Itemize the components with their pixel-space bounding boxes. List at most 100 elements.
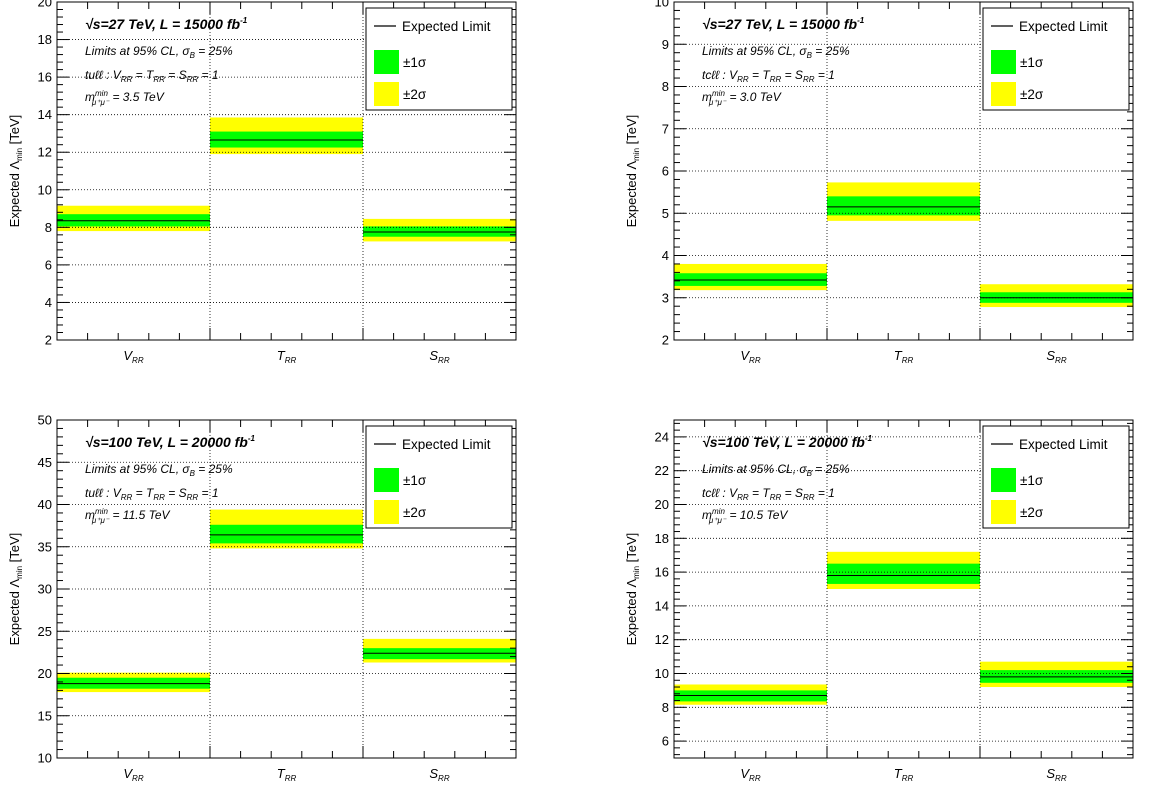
y-tick-label: 6 (662, 164, 669, 179)
legend-1sigma: ±1σ (403, 473, 427, 488)
info-cl: Limits at 95% CL, σB = 25% (85, 462, 233, 478)
y-tick-label: 5 (662, 206, 669, 221)
legend-2sigma: ±2σ (403, 505, 427, 520)
info-channel: tuℓℓ : VRR = TRR = SRR = 1 (85, 486, 219, 502)
y-tick-label: 4 (45, 295, 52, 310)
y-tick-label: 7 (662, 121, 669, 136)
chart-title: √s=100 TeV, L = 20000 fb-1 (85, 434, 256, 450)
band-1sigma-1 (827, 196, 980, 216)
info-cl: Limits at 95% CL, σB = 25% (85, 44, 233, 60)
y-axis-label: Expected Λmin [TeV] (7, 533, 24, 646)
legend-2sigma: ±2σ (1020, 87, 1044, 102)
y-tick-label: 6 (45, 257, 52, 272)
legend: Expected Limit ±1σ ±2σ (982, 425, 1130, 529)
y-tick-label: 45 (38, 455, 52, 470)
y-tick-label: 8 (662, 700, 669, 715)
legend-2sigma-swatch (374, 82, 399, 106)
y-tick-label: 18 (655, 531, 669, 546)
category-label: VRR (123, 766, 143, 783)
legend-1sigma-swatch (374, 468, 399, 492)
legend: Expected Limit ±1σ ±2σ (365, 7, 513, 111)
y-tick-label: 10 (655, 0, 669, 10)
legend-2sigma-swatch (374, 500, 399, 524)
y-tick-label: 14 (38, 107, 52, 122)
y-tick-label: 25 (38, 624, 52, 639)
y-tick-label: 6 (662, 734, 669, 749)
grid (674, 2, 1133, 340)
chart-title: √s=100 TeV, L = 20000 fb-1 (702, 434, 873, 450)
y-tick-label: 10 (655, 666, 669, 681)
y-tick-label: 20 (38, 666, 52, 681)
legend-2sigma-swatch (991, 82, 1016, 106)
y-tick-label: 20 (655, 497, 669, 512)
legend-1sigma-swatch (991, 50, 1016, 74)
chart-panel-2: 2 3 4 5 6 7 8 9 10 VRR TRR SRR Expected Λmin [TeV] √s… (624, 0, 1134, 365)
y-tick-label: 4 (662, 248, 669, 263)
y-axis-label: Expected Λmin [TeV] (624, 115, 641, 228)
category-label: SRR (429, 348, 449, 365)
y-axis-label: Expected Λmin [TeV] (7, 115, 24, 228)
legend-1sigma-swatch (991, 468, 1016, 492)
legend-2sigma-swatch (991, 500, 1016, 524)
y-tick-label: 24 (655, 429, 669, 444)
band-1sigma-1 (827, 563, 980, 584)
category-label: SRR (1046, 348, 1066, 365)
legend: Expected Limit ±1σ ±2σ (982, 7, 1130, 111)
category-label: VRR (740, 348, 760, 365)
category-label: VRR (123, 348, 143, 365)
band-1sigma-1 (210, 524, 363, 544)
y-tick-label: 8 (45, 220, 52, 235)
y-tick-label: 9 (662, 37, 669, 52)
legend-2sigma: ±2σ (403, 87, 427, 102)
y-tick-label: 16 (655, 565, 669, 580)
chart-title: √s=27 TeV, L = 15000 fb-1 (85, 16, 248, 32)
info-channel: tcℓℓ : VRR = TRR = SRR = 1 (702, 486, 835, 502)
plot-frame (673, 419, 1134, 759)
category-label: VRR (740, 766, 760, 783)
category-label: TRR (277, 348, 297, 365)
grid (674, 420, 1133, 758)
y-tick-label: 18 (38, 32, 52, 47)
legend-expected: Expected Limit (402, 19, 491, 34)
info-mass: mmin μ⁺μ⁻ = 3.5 TeV (85, 89, 165, 107)
y-axis-label: Expected Λmin [TeV] (624, 533, 641, 646)
info-channel: tuℓℓ : VRR = TRR = SRR = 1 (85, 68, 219, 84)
y-tick-label: 50 (38, 413, 52, 428)
category-label: SRR (1046, 766, 1066, 783)
y-tick-label: 16 (38, 70, 52, 85)
info-mass: mmin μ⁺μ⁻ = 3.0 TeV (702, 89, 782, 107)
chart-panel-3: 10 15 20 25 30 35 40 45 50 VRR TRR SRR Expected Λmin… (7, 413, 517, 783)
grid (57, 2, 516, 340)
y-tick-label: 12 (655, 632, 669, 647)
y-tick-label: 14 (655, 598, 669, 613)
y-tick-label: 2 (45, 333, 52, 348)
y-tick-label: 10 (38, 182, 52, 197)
legend-1sigma: ±1σ (403, 55, 427, 70)
y-tick-label: 40 (38, 497, 52, 512)
legend-expected: Expected Limit (402, 437, 491, 452)
category-label: SRR (429, 766, 449, 783)
legend-1sigma-swatch (374, 50, 399, 74)
category-label: TRR (894, 348, 914, 365)
legend-expected: Expected Limit (1019, 19, 1108, 34)
category-label: TRR (277, 766, 297, 783)
info-cl: Limits at 95% CL, σB = 25% (702, 462, 850, 478)
legend-1sigma: ±1σ (1020, 55, 1044, 70)
chart-panel-1: 2 4 6 8 10 12 14 16 18 20 VRR TRR SRR Expected Λmin [… (7, 0, 517, 365)
y-tick-label: 15 (38, 708, 52, 723)
info-mass: mmin μ⁺μ⁻ = 10.5 TeV (702, 507, 788, 525)
info-cl: Limits at 95% CL, σB = 25% (702, 44, 850, 60)
y-tick-label: 30 (38, 582, 52, 597)
y-tick-label: 2 (662, 333, 669, 348)
y-tick-label: 8 (662, 79, 669, 94)
legend: Expected Limit ±1σ ±2σ (365, 425, 513, 529)
legend-1sigma: ±1σ (1020, 473, 1044, 488)
category-label: TRR (894, 766, 914, 783)
grid (57, 420, 516, 758)
info-channel: tcℓℓ : VRR = TRR = SRR = 1 (702, 68, 835, 84)
plot-frame (56, 1, 517, 341)
y-tick-label: 3 (662, 290, 669, 305)
y-tick-label: 10 (38, 751, 52, 766)
legend-2sigma: ±2σ (1020, 505, 1044, 520)
